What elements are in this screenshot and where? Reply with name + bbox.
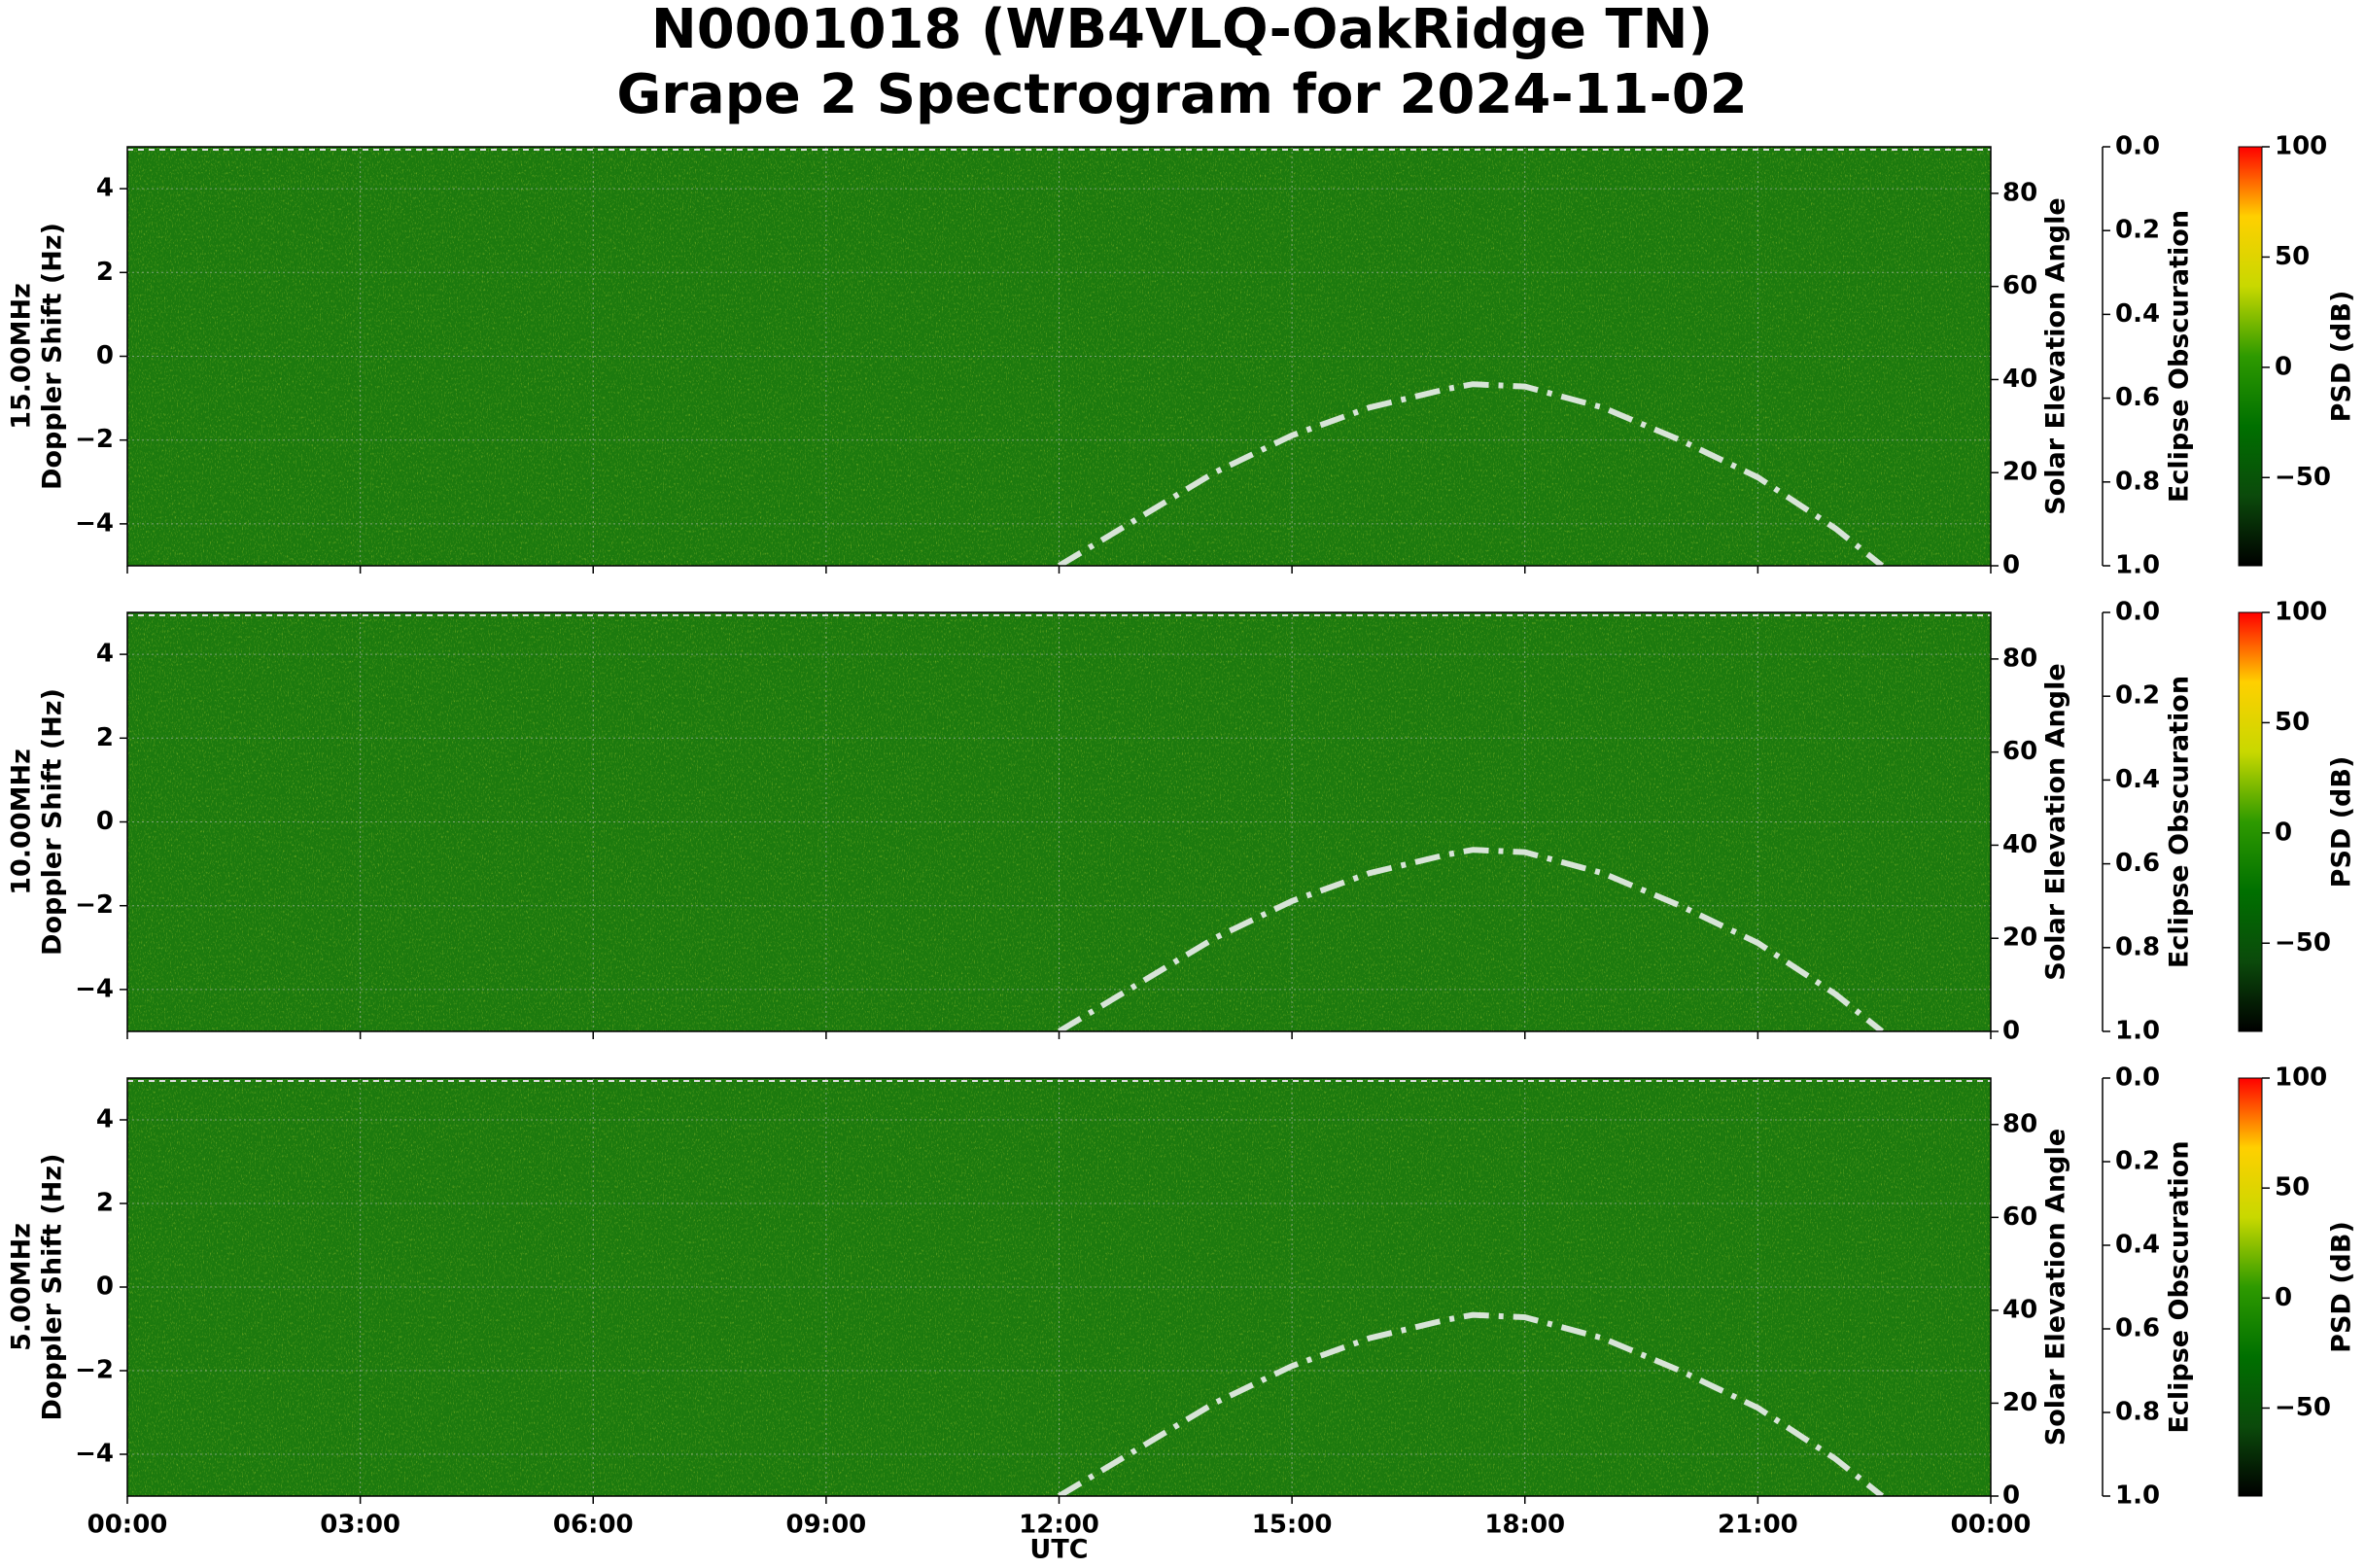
x-tick-label: 03:00: [320, 1511, 400, 1540]
eclipse-tick-label: 0.4: [2115, 1231, 2160, 1260]
y2-tick-label: 60: [2002, 271, 2037, 300]
y-tick-label: 0: [96, 807, 114, 836]
eclipse-tick-label: 0.0: [2115, 598, 2160, 627]
y-axis-label: 5.00MHz: [7, 1223, 37, 1351]
y2-tick-label: 40: [2002, 365, 2037, 394]
eclipse-tick-label: 0.6: [2115, 383, 2160, 412]
x-tick-label: 12:00: [1019, 1511, 1099, 1540]
colorbar-tick-label: 100: [2275, 598, 2327, 627]
y2-axis-label: Solar Elevation Angle: [2041, 663, 2071, 980]
elevation-line: [1057, 381, 1885, 566]
elevation-line: [1057, 847, 1885, 1031]
y2-tick-label: 0: [2002, 1481, 2020, 1511]
y2-tick-label: 80: [2002, 644, 2037, 673]
y2-tick-label: 80: [2002, 1109, 2037, 1138]
colorbar-tick-label: −50: [2275, 463, 2331, 492]
y-tick-label: −4: [75, 508, 114, 538]
colorbar-tick-label: 50: [2275, 708, 2310, 737]
colorbar-tick-label: −50: [2275, 928, 2331, 958]
y-tick-label: 4: [96, 640, 114, 669]
eclipse-axis-label: Eclipse Obscuration: [2165, 676, 2195, 968]
y-tick-label: −4: [75, 1440, 114, 1469]
eclipse-tick-label: 0.6: [2115, 849, 2160, 878]
y-axis-label: 15.00MHz: [7, 283, 37, 430]
colorbar-tick-label: 0: [2275, 352, 2292, 381]
y-tick-label: 0: [96, 341, 114, 370]
plot-frame: [126, 146, 1992, 567]
eclipse-tick-label: 1.0: [2115, 1481, 2160, 1511]
colorbar-tick-label: 100: [2275, 1063, 2327, 1093]
y-tick-label: 2: [96, 1189, 114, 1218]
elevation-line: [1057, 1311, 1885, 1496]
x-tick-label: 06:00: [553, 1511, 634, 1540]
y2-tick-label: 60: [2002, 1202, 2037, 1232]
y-tick-label: −2: [75, 425, 114, 454]
colorbar-tick-label: 50: [2275, 242, 2310, 271]
y-tick-label: 4: [96, 1105, 114, 1134]
x-tick-label: 09:00: [785, 1511, 866, 1540]
eclipse-tick-label: 1.0: [2115, 1017, 2160, 1046]
eclipse-tick-label: 0.4: [2115, 299, 2160, 329]
eclipse-tick-label: 1.0: [2115, 551, 2160, 580]
eclipse-tick-label: 0.8: [2115, 932, 2160, 961]
y2-tick-label: 60: [2002, 737, 2037, 766]
y2-tick-label: 20: [2002, 923, 2037, 953]
eclipse-tick-label: 0.2: [2115, 216, 2160, 245]
title-line: Grape 2 Spectrogram for 2024-11-02: [616, 63, 1747, 126]
x-tick-label: 00:00: [1951, 1511, 2032, 1540]
colorbar-label: PSD (dB): [2327, 291, 2357, 423]
x-tick-label: 18:00: [1484, 1511, 1565, 1540]
colorbar-tick-label: 50: [2275, 1173, 2310, 1202]
y2-axis-label: Solar Elevation Angle: [2041, 197, 2071, 514]
colorbar-label: PSD (dB): [2327, 756, 2357, 889]
y-tick-label: 2: [96, 723, 114, 752]
eclipse-tick-label: 0.2: [2115, 1147, 2160, 1176]
y2-tick-label: 40: [2002, 830, 2037, 859]
y2-tick-label: 40: [2002, 1295, 2037, 1324]
colorbar: [2238, 1077, 2263, 1497]
y-tick-label: 2: [96, 258, 114, 287]
eclipse-axis-label: Eclipse Obscuration: [2165, 1140, 2195, 1433]
y-axis-label: 10.00MHz: [7, 749, 37, 895]
eclipse-tick-label: 0.4: [2115, 765, 2160, 794]
colorbar: [2238, 611, 2263, 1032]
colorbar-tick-label: 100: [2275, 132, 2327, 161]
y2-tick-label: 80: [2002, 178, 2037, 207]
x-tick-label: 15:00: [1252, 1511, 1333, 1540]
colorbar-label: PSD (dB): [2327, 1221, 2357, 1353]
eclipse-tick-label: 0.0: [2115, 1063, 2160, 1093]
x-tick-label: 21:00: [1718, 1511, 1798, 1540]
eclipse-axis-label: Eclipse Obscuration: [2165, 210, 2195, 503]
y-axis-label: Doppler Shift (Hz): [38, 223, 68, 490]
y-tick-label: 4: [96, 174, 114, 203]
eclipse-tick-label: 0.2: [2115, 681, 2160, 711]
y-axis-label: Doppler Shift (Hz): [38, 688, 68, 956]
y-tick-label: −2: [75, 890, 114, 920]
y2-tick-label: 0: [2002, 1017, 2020, 1046]
y-tick-label: −4: [75, 974, 114, 1003]
y-tick-label: 0: [96, 1272, 114, 1302]
y-axis-label: Doppler Shift (Hz): [38, 1154, 68, 1421]
plot-frame: [126, 1077, 1992, 1497]
title-line: N0001018 (WB4VLQ-OakRidge TN): [651, 0, 1713, 61]
eclipse-tick-label: 0.6: [2115, 1314, 2160, 1343]
colorbar-tick-label: −50: [2275, 1393, 2331, 1422]
eclipse-tick-label: 0.8: [2115, 1398, 2160, 1427]
x-tick-label: 00:00: [87, 1511, 168, 1540]
eclipse-tick-label: 0.8: [2115, 467, 2160, 496]
eclipse-tick-label: 0.0: [2115, 132, 2160, 161]
y2-tick-label: 0: [2002, 551, 2020, 580]
y2-axis-label: Solar Elevation Angle: [2041, 1129, 2071, 1446]
y2-tick-label: 20: [2002, 458, 2037, 487]
colorbar-tick-label: 0: [2275, 1283, 2292, 1312]
x-axis-label: UTC: [1029, 1535, 1088, 1565]
colorbar: [2238, 146, 2263, 567]
plot-frame: [126, 611, 1992, 1032]
y2-tick-label: 20: [2002, 1388, 2037, 1417]
y-tick-label: −2: [75, 1356, 114, 1385]
colorbar-tick-label: 0: [2275, 818, 2292, 847]
